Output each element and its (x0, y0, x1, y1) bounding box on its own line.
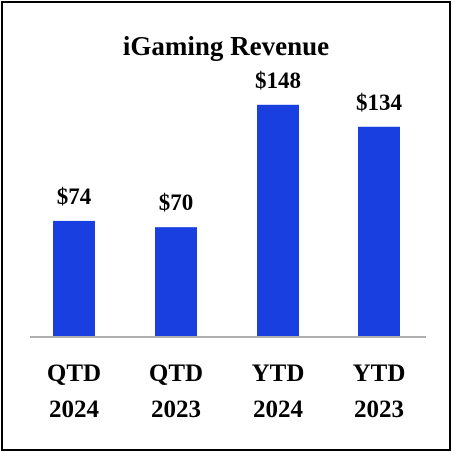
category-label-3-line-0: YTD (353, 360, 406, 387)
category-label-0-line-0: QTD (47, 360, 101, 387)
bar-3 (358, 126, 400, 337)
bar-0 (53, 220, 95, 337)
data-label-3: $134 (356, 90, 403, 115)
category-label-2-line-0: YTD (252, 360, 305, 387)
data-label-0: $74 (57, 184, 92, 209)
category-label-2-line-1: 2024 (253, 396, 304, 423)
category-label-3-line-1: 2023 (354, 396, 404, 423)
chart-title: iGaming Revenue (123, 31, 329, 61)
data-label-2: $148 (255, 68, 301, 93)
category-label-0-line-1: 2024 (49, 396, 100, 423)
data-label-1: $70 (159, 190, 194, 215)
bar-1 (155, 227, 197, 337)
category-label-1-line-1: 2023 (151, 396, 201, 423)
bar-2 (257, 104, 299, 337)
bars-group (53, 104, 400, 337)
category-label-1-line-0: QTD (149, 360, 203, 387)
labels-group: $74 QTD 2024 $70 QTD 2023 $148 YTD 2024 $134 YTD 20… (47, 68, 405, 423)
